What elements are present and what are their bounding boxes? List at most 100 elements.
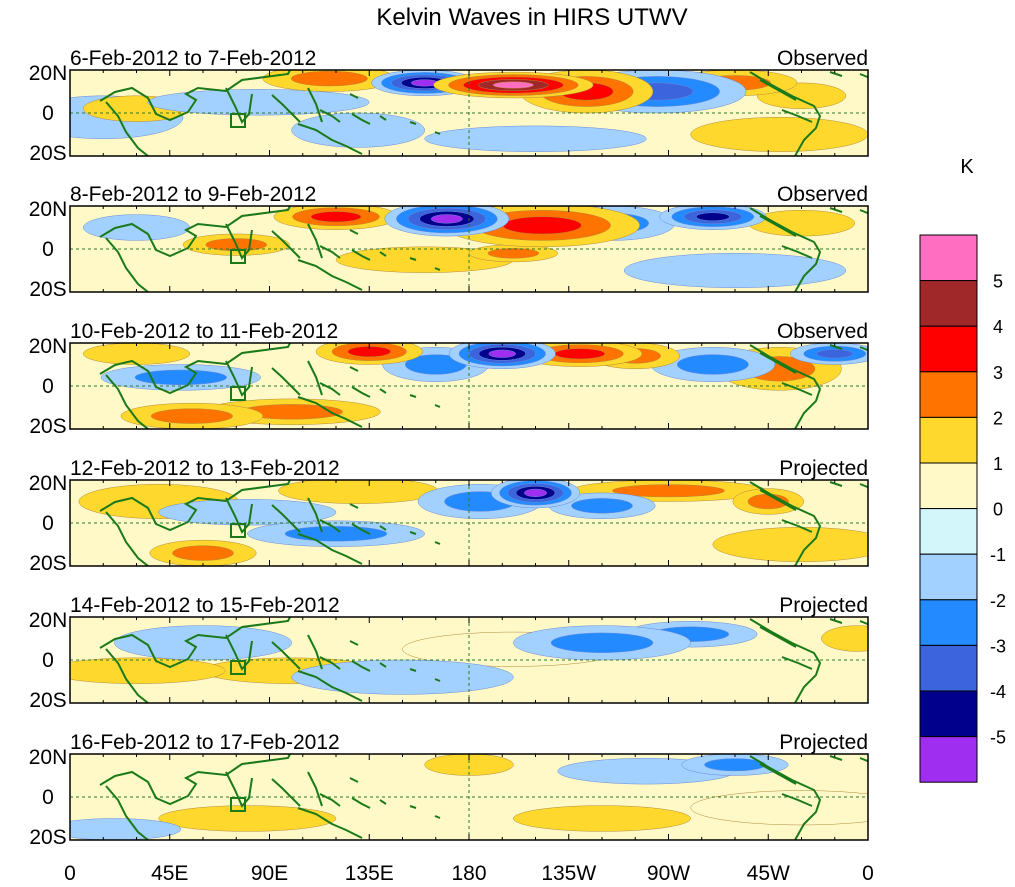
colorbar-label: 4 — [993, 317, 1003, 337]
coastline — [105, 101, 149, 156]
coastline — [379, 388, 387, 394]
coastline — [351, 113, 371, 125]
anomaly-contour — [550, 632, 654, 653]
coastline — [409, 668, 417, 672]
coastline — [781, 245, 813, 259]
anomaly-contour — [114, 625, 292, 661]
colorbar-units: K — [960, 156, 974, 178]
coastline — [349, 229, 359, 235]
panel-date: 8-Feb-2012 to 9-Feb-2012 — [70, 183, 316, 206]
map-panel: 20N 0 20S 16-Feb-2012 to 17-Feb-2012 Project… — [29, 731, 869, 849]
anomaly-contour — [554, 348, 606, 360]
coastline — [307, 497, 323, 533]
coastline — [351, 386, 371, 398]
coastline — [916, 80, 938, 92]
lat-label: 0 — [42, 786, 54, 809]
colorbar-label: 5 — [993, 272, 1003, 292]
coastline — [307, 223, 323, 259]
coastline — [319, 382, 341, 396]
coastline — [379, 799, 387, 805]
coastline — [307, 360, 323, 396]
colorbar-swatch — [919, 371, 978, 418]
coastline — [916, 216, 938, 228]
coastline — [379, 115, 387, 121]
coastline — [351, 523, 371, 535]
anomaly-contour — [816, 349, 853, 359]
coastline — [829, 618, 843, 624]
lon-label: 0 — [862, 862, 874, 885]
coastline — [99, 206, 291, 258]
colorbar-label: -2 — [990, 591, 1006, 611]
panel-kind: Observed — [777, 183, 868, 206]
panel-date: 14-Feb-2012 to 15-Feb-2012 — [70, 594, 340, 617]
coastline — [409, 121, 417, 125]
anomaly-contour — [150, 408, 233, 424]
coastline — [781, 109, 813, 123]
coastline — [829, 71, 843, 77]
coastline — [379, 525, 387, 531]
coastline — [434, 541, 441, 545]
coastline — [434, 678, 441, 682]
colorbar-label: -1 — [990, 545, 1006, 565]
anomaly-contour — [424, 125, 647, 152]
lat-label: 20S — [29, 142, 66, 165]
panel-date: 12-Feb-2012 to 13-Feb-2012 — [70, 457, 340, 480]
coastline — [271, 367, 301, 396]
coastline — [297, 396, 363, 428]
region-box — [230, 523, 246, 538]
coastline — [749, 207, 822, 292]
panel-kind: Projected — [779, 594, 868, 617]
lat-label: 20N — [29, 198, 68, 221]
coastline — [105, 374, 149, 429]
anomaly-contour — [712, 527, 868, 562]
lat-label: 0 — [42, 512, 54, 535]
lat-label: 20S — [29, 689, 66, 712]
coastline — [319, 109, 341, 123]
anomaly-contour — [488, 349, 516, 358]
coastline — [307, 634, 323, 670]
colorbar-label: 3 — [993, 363, 1003, 383]
coastline — [409, 805, 417, 809]
coastline — [409, 531, 417, 535]
anomaly-contour — [502, 216, 582, 235]
coastline — [409, 394, 417, 398]
coastline — [829, 755, 843, 761]
anomaly-contour — [134, 369, 227, 386]
coastline — [319, 793, 341, 807]
region-box — [230, 386, 246, 401]
colorbar-label: 0 — [993, 500, 1003, 520]
lon-label: 45W — [747, 862, 790, 885]
map-panel: 20N 0 20S 10-Feb-2012 to 11-Feb-2012 Observe… — [29, 320, 869, 438]
coastline — [319, 245, 341, 259]
coastline — [307, 771, 323, 807]
lat-label: 0 — [42, 238, 54, 261]
colorbar-swatch — [919, 644, 978, 692]
longitude-axis: 0 45E 90E 135E 180 135W 90W 45W 0 — [64, 862, 874, 885]
coastline — [434, 131, 441, 135]
panel-date: 6-Feb-2012 to 7-Feb-2012 — [70, 47, 316, 70]
coastline — [434, 815, 441, 819]
coastline — [99, 343, 291, 395]
coastline — [99, 617, 291, 669]
map-panel: 20N 0 20S 6-Feb-2012 to 7-Feb-2012 Observed — [29, 47, 938, 165]
coastline — [105, 785, 149, 840]
lat-label: 0 — [42, 375, 54, 398]
coastline — [759, 763, 797, 785]
anomaly-contour — [487, 248, 540, 259]
coastline — [749, 618, 822, 703]
coastline — [307, 87, 323, 123]
colorbar-swatch — [919, 234, 978, 282]
lat-label: 20N — [29, 746, 68, 769]
coastline — [105, 511, 149, 566]
anomaly-contour — [676, 354, 749, 375]
coastline — [781, 656, 813, 670]
coastline — [781, 793, 813, 807]
coastline — [225, 223, 253, 260]
panel-date: 16-Feb-2012 to 17-Feb-2012 — [70, 731, 340, 754]
colorbar-swatch — [919, 325, 978, 373]
anomaly-contour — [158, 805, 337, 832]
anomaly-contour — [291, 659, 514, 695]
coastline — [105, 648, 149, 703]
coastline — [749, 481, 822, 566]
coastline — [351, 249, 371, 261]
